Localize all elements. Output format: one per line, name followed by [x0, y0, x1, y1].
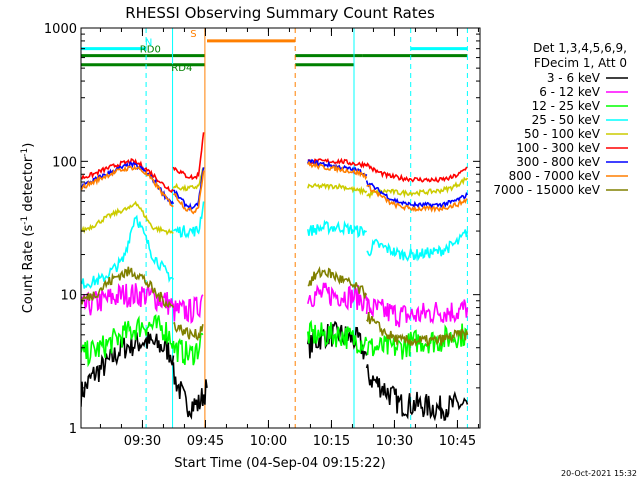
series-line: [307, 320, 368, 360]
series-line: [366, 176, 469, 200]
y-ticks: 1 10 100 1000: [44, 22, 480, 437]
chart-title: RHESSI Observing Summary Count Rates: [125, 4, 435, 22]
flag-bars: [81, 39, 468, 67]
x-tick-label: 10:45: [439, 434, 476, 449]
flag-label-s: S: [190, 29, 196, 40]
series-line: [81, 266, 175, 309]
series-line: [365, 162, 468, 183]
series-line: [172, 170, 205, 215]
y-axis-label-sup2: -1: [20, 148, 30, 157]
y-axis-label-prefix: Count Rate (s: [21, 225, 36, 314]
series-line: [81, 331, 175, 407]
x-tick-label: 10:00: [250, 434, 287, 449]
series-line: [307, 282, 368, 312]
series-lines: [81, 132, 469, 422]
series-line: [307, 182, 368, 196]
series-line: [307, 319, 368, 354]
legend-label: 800 - 7000 keV: [509, 169, 601, 183]
series-line: [172, 166, 205, 192]
flag-label-rd0: RD0: [140, 45, 161, 56]
y-axis-label-suffix: detector: [21, 156, 36, 216]
y-axis-label-sup: -1: [20, 216, 30, 225]
y-tick-label: 10: [60, 289, 77, 304]
legend-label: 12 - 25 keV: [532, 99, 601, 113]
y-tick-label: 1: [69, 422, 77, 437]
x-tick-label: 09:30: [124, 434, 161, 449]
x-tick-label: 09:45: [187, 434, 224, 449]
y-tick-label: 1000: [44, 22, 77, 37]
flag-label-rd4: RD4: [171, 63, 192, 74]
y-axis-label-close: ): [21, 143, 36, 148]
legend-header-1: Det 1,3,4,5,6,9,: [533, 41, 627, 55]
legend-label: 7000 - 15000 keV: [493, 183, 600, 197]
series-line: [81, 200, 174, 236]
series-line: [81, 158, 174, 194]
timestamp: 20-Oct-2021 15:32: [561, 469, 637, 478]
x-ticks: 09:30 09:45 10:00 10:15 10:30 10:45: [99, 28, 479, 449]
series-line: [365, 296, 469, 328]
flag-label-n: N: [145, 38, 152, 49]
series-line: [307, 266, 368, 299]
legend-label: 6 - 12 keV: [539, 85, 601, 99]
legend-label: 50 - 100 keV: [524, 127, 601, 141]
legend-label: 3 - 6 keV: [547, 71, 601, 85]
plot-frame: [80, 27, 481, 429]
series-line: [81, 283, 175, 316]
series-line: [307, 219, 368, 239]
series-line: [173, 321, 204, 342]
x-tick-label: 10:15: [313, 434, 350, 449]
x-axis-label: Start Time (04-Sep-04 09:15:22): [174, 456, 385, 471]
series-line: [365, 180, 469, 210]
legend-label: 300 - 800 keV: [516, 155, 600, 169]
series-line: [307, 160, 368, 181]
series-line: [366, 184, 468, 213]
series-line: [366, 229, 469, 262]
y-tick-label: 100: [52, 155, 77, 170]
series-line: [365, 364, 469, 422]
series-line: [81, 314, 175, 368]
series-line: [172, 132, 205, 181]
series-line: [81, 214, 175, 289]
legend-header-2: FDecim 1, Att 0: [534, 56, 627, 70]
legend: Det 1,3,4,5,6,9, FDecim 1, Att 0 3 - 6 k…: [493, 41, 628, 197]
series-line: [172, 362, 208, 420]
series-line: [366, 311, 469, 347]
x-tick-label: 10:30: [376, 434, 413, 449]
vertical-markers: [145, 28, 468, 428]
series-line: [81, 165, 174, 208]
series-line: [366, 323, 469, 360]
legend-label: 100 - 300 keV: [516, 141, 600, 155]
series-line: [172, 294, 204, 325]
y-axis-label: Count Rate (s-1 detector-1): [20, 143, 36, 314]
legend-label: 25 - 50 keV: [532, 113, 601, 127]
series-line: [172, 201, 205, 239]
series-line: [172, 332, 204, 366]
